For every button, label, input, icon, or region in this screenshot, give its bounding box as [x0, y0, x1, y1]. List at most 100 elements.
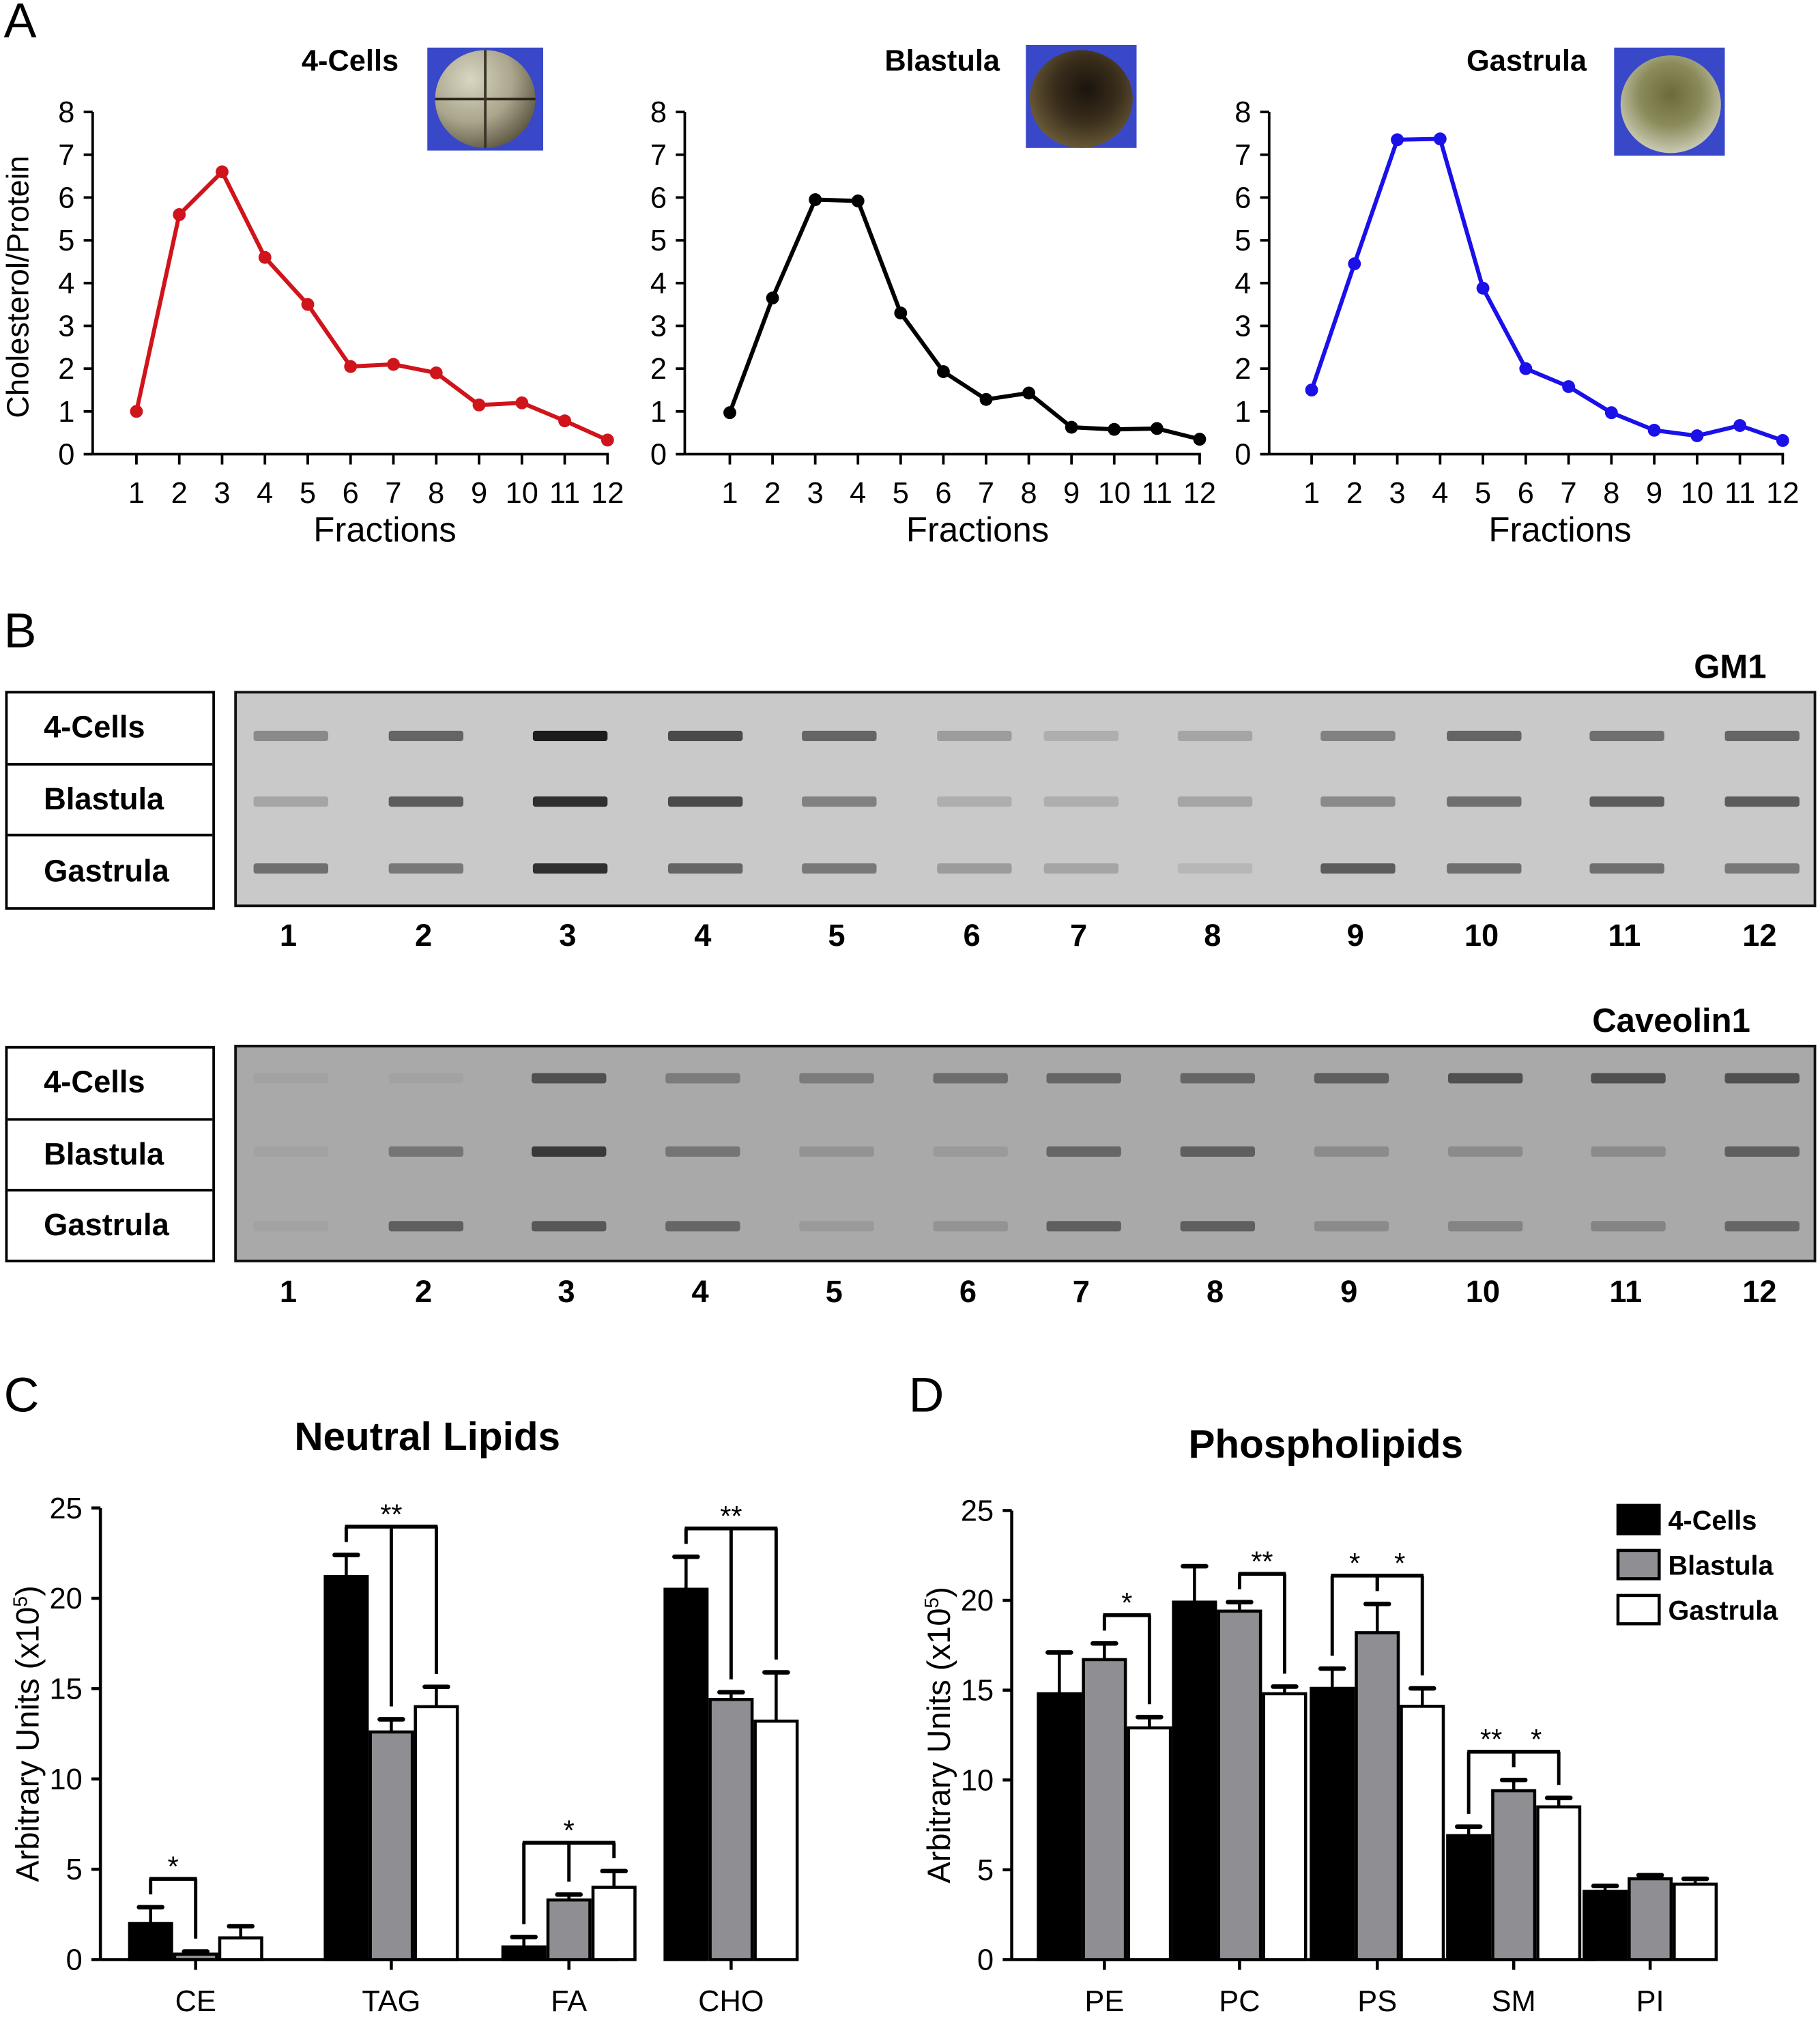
x-tick-label: 4 — [257, 477, 273, 510]
x-tick-label: 5 — [300, 477, 316, 510]
bar-blastula — [1082, 1658, 1127, 1961]
blot-band — [1314, 1146, 1389, 1157]
blot-band — [1447, 1073, 1523, 1084]
x-tick-label: 8 — [1603, 477, 1619, 510]
x-tick-label: PI — [1636, 1985, 1664, 2018]
y-tick-label: 4 — [650, 268, 667, 300]
x-tick-label: 9 — [471, 477, 487, 510]
data-point — [894, 306, 908, 320]
x-tick-label: 5 — [893, 477, 909, 510]
significance-marker: * — [1121, 1587, 1132, 1619]
blot-band — [532, 1146, 607, 1157]
y-tick-label: 5 — [1234, 225, 1251, 257]
y-tick-label: 8 — [1234, 96, 1251, 129]
x-tick-label: CE — [175, 1985, 216, 2018]
data-point — [130, 405, 143, 418]
x-tick-label: PS — [1357, 1985, 1397, 2018]
y-tick-label: 0 — [650, 439, 667, 472]
data-point — [723, 406, 736, 420]
blot-band — [1589, 730, 1664, 741]
series-line — [727, 197, 1200, 442]
y-tick-label: 10 — [961, 1764, 994, 1797]
blot-band — [1724, 796, 1800, 807]
y-axis-label: Cholesterol/Protein — [0, 156, 35, 418]
y-axis-label-superscript: 5 — [921, 1598, 942, 1608]
lane-number: 2 — [414, 1275, 433, 1310]
bar-blastula — [1628, 1877, 1673, 1961]
blot-band — [532, 796, 608, 807]
lane-number: 7 — [1072, 1275, 1090, 1310]
bar-gastrula — [414, 1705, 459, 1961]
x-tick-label: 6 — [343, 477, 359, 510]
blot-band — [667, 863, 743, 874]
x-tick-label: 6 — [935, 477, 951, 510]
x-tick-label: PC — [1219, 1985, 1260, 2018]
data-point — [216, 165, 229, 179]
x-tick-label: 11 — [1724, 477, 1755, 510]
bar-4-cells — [128, 1922, 173, 1961]
x-tick-label: 11 — [1142, 477, 1172, 510]
data-point — [472, 399, 486, 412]
blot-band — [802, 796, 877, 807]
x-axis-label: Fractions — [1488, 510, 1631, 549]
data-point — [258, 250, 272, 264]
panel-letter-c: C — [3, 1369, 40, 1424]
embryo-image-gastrula — [1614, 47, 1725, 156]
blot-band — [665, 1073, 740, 1084]
blot-band — [388, 1221, 464, 1232]
chart-title: Blastula — [884, 45, 1000, 78]
significance-marker: ** — [380, 1498, 402, 1530]
bar-gastrula — [591, 1886, 637, 1961]
lane-number: 10 — [1465, 1275, 1501, 1310]
row-label-4-cells: 4-Cells — [8, 1049, 213, 1121]
embryo-image-4-cells — [427, 47, 543, 151]
blot-band — [1724, 863, 1800, 874]
bar-gastrula — [1262, 1692, 1308, 1961]
y-tick-label: 20 — [49, 1583, 82, 1615]
x-tick-label: 7 — [1561, 477, 1577, 510]
blot-membrane-caveolin1 — [234, 1044, 1817, 1262]
series-line — [134, 169, 609, 442]
blot-band — [933, 1221, 1008, 1232]
x-tick-label: 6 — [1518, 477, 1534, 510]
blot-title-caveolin1: Caveolin1 — [1592, 1000, 1750, 1040]
data-point — [1733, 419, 1747, 432]
panel-letter-b: B — [3, 605, 37, 659]
x-axis-label: Fractions — [313, 510, 456, 549]
blot-band — [1177, 796, 1253, 807]
x-tick-label: CHO — [698, 1985, 764, 2018]
blot-band — [802, 730, 877, 741]
blot-band — [802, 863, 877, 874]
blot-band — [1180, 1146, 1256, 1157]
bar-4-cells — [663, 1587, 709, 1961]
blot-band — [1043, 730, 1119, 741]
blot-row-labels-gm1: 4-Cells Blastula Gastrula — [5, 691, 215, 910]
x-tick-label: 1 — [721, 477, 738, 510]
lane-number: 2 — [414, 919, 433, 954]
lane-number: 4 — [694, 919, 712, 954]
bar-4-cells — [1172, 1600, 1217, 1961]
blot-membrane-gm1 — [234, 691, 1817, 908]
y-tick-label: 5 — [58, 225, 74, 257]
lane-number: 7 — [1070, 919, 1088, 954]
blot-band — [532, 1221, 607, 1232]
panel-cd-bar-charts: Neutral Lipids 0 5 10 15 20 25 Arbitrary Units … — [10, 1415, 1779, 2018]
blot-band — [1724, 1146, 1800, 1157]
bar-blastula — [1217, 1609, 1262, 1961]
bar-gastrula — [1536, 1805, 1582, 1961]
lane-number: 8 — [1204, 919, 1222, 954]
lane-number: 10 — [1464, 919, 1499, 954]
legend-label: Gastrula — [1669, 1596, 1779, 1626]
lane-number: 1 — [279, 919, 298, 954]
y-tick-label: 6 — [1234, 182, 1251, 215]
y-tick-label: 1 — [58, 396, 74, 429]
cleavage-furrow — [484, 50, 487, 148]
blot-band — [937, 730, 1012, 741]
bar-4-cells — [323, 1575, 369, 1961]
y-tick-label: 4 — [58, 268, 74, 300]
blot-band — [799, 1221, 874, 1232]
lane-number: 3 — [559, 919, 577, 954]
